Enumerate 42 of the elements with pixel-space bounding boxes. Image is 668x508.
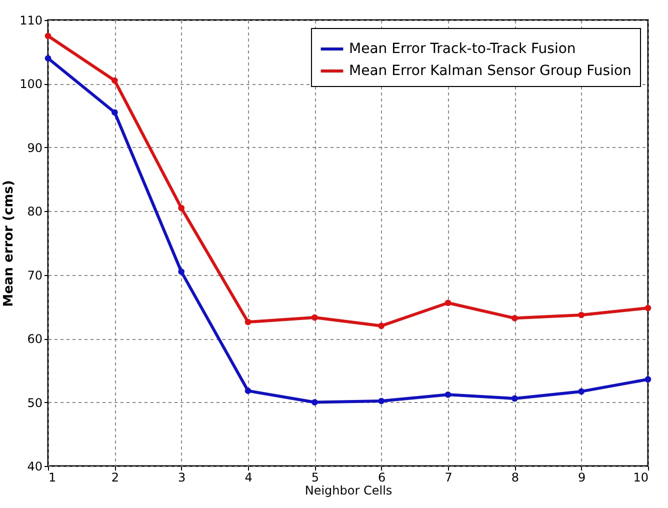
x-tick-label: 5 [311, 470, 319, 484]
x-tick-label: 3 [178, 470, 186, 484]
point [444, 391, 452, 398]
point [44, 32, 52, 40]
point [312, 314, 318, 321]
point [112, 77, 118, 84]
point [512, 395, 518, 402]
legend-label: Mean Error Track-to-Track Fusion [349, 41, 576, 57]
point [112, 109, 118, 116]
x-tick-label: 4 [244, 470, 252, 484]
legend-label: Mean Error Kalman Sensor Group Fusion [349, 63, 632, 79]
y-tick-label: 50 [27, 396, 42, 410]
point [312, 399, 318, 406]
point [644, 304, 652, 312]
point [578, 312, 584, 318]
x-tick-label: 10 [633, 470, 648, 484]
x-axis-title: Neighbor Cells [304, 484, 392, 498]
point [178, 204, 184, 212]
x-tick-label: 8 [511, 470, 519, 484]
point [378, 322, 384, 329]
point [578, 388, 584, 395]
y-tick-label: 100 [20, 77, 42, 92]
y-tick-label: 40 [27, 460, 42, 474]
point [178, 268, 184, 275]
point [244, 318, 252, 326]
y-tick-label: 60 [27, 332, 42, 346]
point [44, 55, 52, 62]
point [644, 376, 652, 383]
y-tick-label: 70 [27, 268, 42, 282]
point [378, 398, 384, 404]
y-tick-label: 90 [27, 140, 42, 155]
point [444, 300, 452, 306]
y-tick-label: 80 [27, 204, 42, 219]
point [512, 315, 518, 322]
x-tick-label: 1 [48, 470, 56, 484]
x-tick-label: 9 [578, 470, 586, 484]
y-axis-title: Mean error (cms) [2, 180, 17, 307]
point [244, 388, 252, 394]
x-tick-label: 6 [378, 470, 386, 484]
y-tick-label: 110 [20, 14, 42, 28]
x-tick-label: 7 [444, 470, 452, 484]
x-tick-label: 2 [111, 470, 119, 484]
